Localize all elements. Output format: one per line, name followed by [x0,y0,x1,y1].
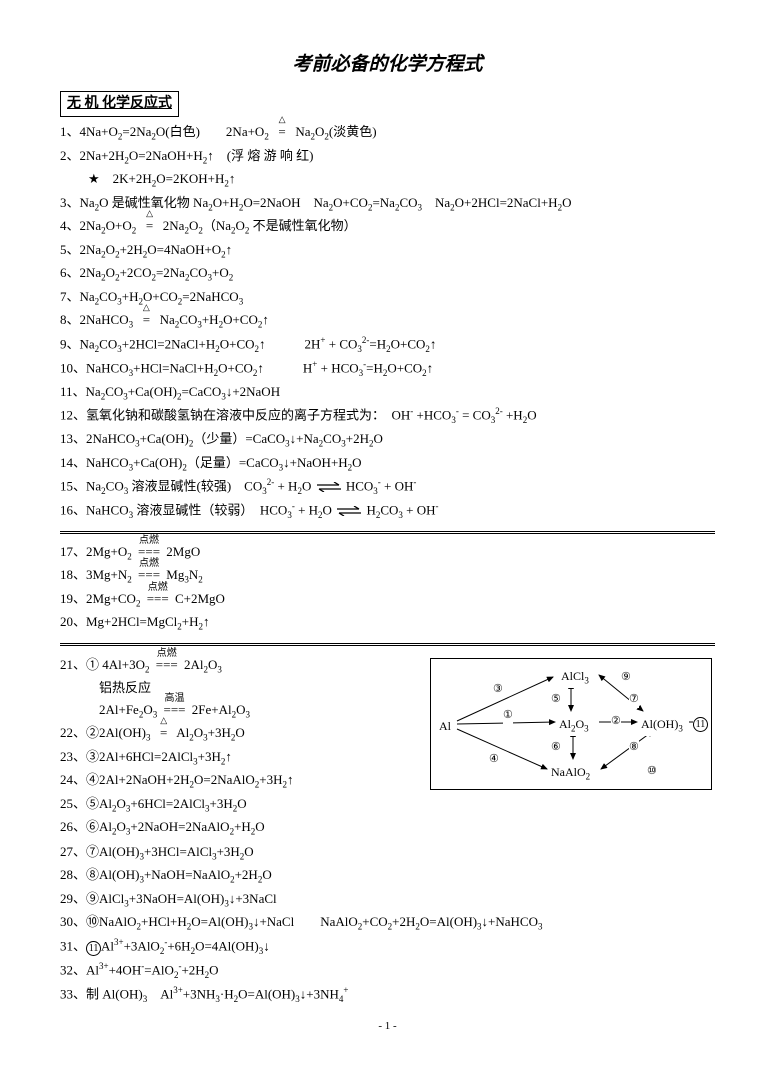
equation-line: 4、2Na2O+O2 △= 2Na2O2（Na2O2 不是碱性氧化物） [60,216,715,239]
diagram-node-Al2O3: Al2O3 [559,715,589,736]
equation-line: 20、Mg+2HCl=MgCl2+H2↑ [60,612,715,635]
equation-line: 22、②2Al(OH)3 △= Al2O3+3H2O [60,723,420,746]
equation-line: 11、Na2CO3+Ca(OH)2=CaCO3↓+2NaOH [60,382,715,405]
equation-line: 12、氢氧化钠和碳酸氢钠在溶液中反应的离子方程式为： OH- +HCO3- = … [60,405,715,428]
equation-line: 1、4Na+O2=2Na2O(白色) 2Na+O2 △= Na2O2(淡黄色) [60,122,715,145]
equation-line: 15、Na2CO3 溶液显碱性(较强) CO32- + H2O HCO3- + … [60,476,715,499]
diagram-edge-label: ⑨ [621,669,631,686]
equation-line: 16、NaHCO3 溶液显碱性（较弱） HCO3- + H2O H2CO3 + … [60,500,715,523]
section-1: 无 机 化学反应式 1、4Na+O2=2Na2O(白色) 2Na+O2 △= N… [60,91,715,522]
diagram-node-NaAlO2: NaAlO2 [551,763,590,784]
equation-line: 10、NaHCO3+HCl=NaCl+H2O+CO2↑ H+ + HCO3-=H… [60,358,715,381]
equation-line: 2Al+Fe2O3 高温=== 2Fe+Al2O3 [60,700,420,723]
equation-line: 19、2Mg+CO2 点燃=== C+2MgO [60,589,715,612]
equation-line: 32、Al3++4OH-=AlO2-+2H2O [60,960,715,983]
diagram-edge-label: ② [611,713,621,730]
equation-line: 8、2NaHCO3 △= Na2CO3+H2O+CO2↑ [60,310,715,333]
equation-line: 23、③2Al+6HCl=2AlCl3+3H2↑ [60,747,420,770]
equation-line: 6、2Na2O2+2CO2=2Na2CO3+O2 [60,263,715,286]
diagram-edge-label: ⑧ [629,739,639,756]
equation-line: 5、2Na2O2+2H2O=4NaOH+O2↑ [60,240,715,263]
equation-line: 2、2Na+2H2O=2NaOH+H2↑ (浮 熔 游 响 红) [60,146,715,169]
section-3: 21、① 4Al+3O2 点燃=== 2Al2O3 铝热反应 2Al+Fe2O3… [60,654,715,841]
equation-line: 28、⑧Al(OH)3+NaOH=NaAlO2+2H2O [60,865,715,888]
diagram-edge-label: ③ [493,681,503,698]
equation-line: 26、⑥Al2O3+2NaOH=2NaAlO2+H2O [60,817,420,840]
diagram-node-AlOH3: Al(OH)3 [641,715,683,736]
equation-line: 24、④2Al+2NaOH+2H2O=2NaAlO2+3H2↑ [60,770,420,793]
equation-line: 铝热反应 [60,678,420,698]
diagram-edge-label: 11 [693,715,708,732]
diagram-node-Al: Al [439,717,451,736]
diagram-edge-label: ⑩ [647,763,657,780]
diagram-edge-label: ④ [489,751,499,768]
diagram-edge-label: ① [503,707,513,724]
equation-line: 31、11Al3++3AlO2-+6H2O=4Al(OH)3↓ [60,936,715,959]
equation-line: 7、Na2CO3+H2O+CO2=2NaHCO3 [60,287,715,310]
equation-line: 30、⑩NaAlO2+HCl+H2O=Al(OH)3↓+NaCl NaAlO2+… [60,912,715,935]
equation-line: ★ 2K+2H2O=2KOH+H2↑ [88,169,715,192]
equation-line: 14、NaHCO3+Ca(OH)2（足量）=CaCO3↓+NaOH+H2O [60,453,715,476]
equation-line: 29、⑨AlCl3+3NaOH=Al(OH)3↓+3NaCl [60,889,715,912]
section1-heading: 无 机 化学反应式 [60,91,179,117]
equation-line: 25、⑤Al2O3+6HCl=2AlCl3+3H2O [60,794,420,817]
diagram-edge-label: ⑥ [551,739,561,756]
diagram-edge-label: ⑤ [551,691,561,708]
diagram-node-AlCl3: AlCl3 [561,667,589,688]
section-2: 17、2Mg+O2 点燃=== 2MgO18、3Mg+N2 点燃=== Mg3N… [60,542,715,635]
equation-line: 21、① 4Al+3O2 点燃=== 2Al2O3 [60,655,420,678]
equation-line: 9、Na2CO3+2HCl=2NaCl+H2O+CO2↑ 2H+ + CO32-… [60,334,715,357]
equation-line: 13、2NaHCO3+Ca(OH)2（少量）=CaCO3↓+Na2CO3+2H2… [60,429,715,452]
page-title: 考前必备的化学方程式 [60,50,715,79]
page-number: - 1 - [60,1018,715,1035]
aluminum-diagram: Al AlCl3 Al2O3 NaAlO2 Al(OH)3 ③① ④ ⑤ ⑥ ⑨ ⑦②⑧⑩ 11 [430,658,712,790]
equation-line: 33、制 Al(OH)3 Al3++3NH3·H2O=Al(OH)3↓+3NH4… [60,984,715,1007]
equation-line: 27、⑦Al(OH)3+3HCl=AlCl3+3H2O [60,842,715,865]
diagram-edge-label: ⑦ [629,691,639,708]
